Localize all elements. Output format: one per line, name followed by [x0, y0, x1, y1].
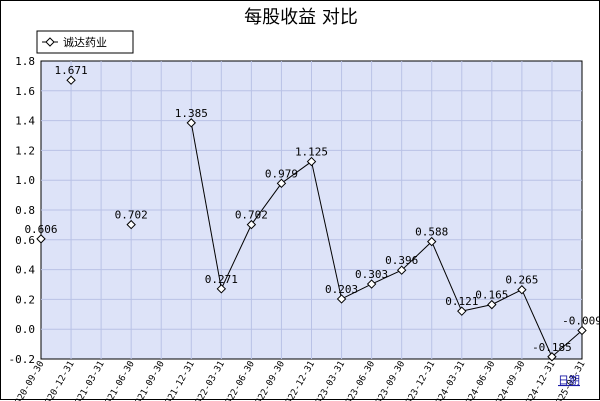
data-label: 0.271	[205, 273, 238, 286]
y-tick-label: 0.0	[15, 323, 35, 336]
x-tick-label: 2021-09-30	[131, 360, 167, 401]
x-tick-label: 2023-03-31	[311, 360, 347, 401]
data-label: 0.702	[115, 209, 148, 222]
x-tick-label: 2024-09-30	[492, 360, 528, 401]
data-label: -0.185	[532, 341, 572, 354]
data-label: 1.385	[175, 107, 208, 120]
y-tick-label: 1.8	[15, 55, 35, 68]
legend-entry-label: 诚达药业	[63, 36, 107, 49]
data-label: 0.303	[355, 268, 388, 281]
y-tick-label: 0.2	[15, 293, 35, 306]
x-tick-label: 2023-06-30	[341, 360, 377, 401]
y-tick-label: 1.4	[15, 115, 35, 128]
x-tick-label: 2024-12-31	[522, 360, 558, 401]
date-axis-link[interactable]: 日期	[558, 374, 580, 387]
y-tick-label: -0.2	[9, 353, 36, 366]
y-tick-label: 1.2	[15, 144, 35, 157]
x-tick-label: 2024-06-30	[462, 360, 498, 401]
y-tick-label: 0.4	[15, 264, 35, 277]
data-label: 1.125	[295, 146, 328, 159]
y-tick-label: 1.6	[15, 85, 35, 98]
x-tick-label: 2021-06-30	[101, 360, 137, 401]
data-label: 0.396	[385, 254, 418, 267]
data-label: 0.702	[235, 209, 268, 222]
y-tick-label: 0.8	[15, 204, 35, 217]
data-label: 0.588	[415, 226, 448, 239]
x-tick-label: 2021-03-31	[71, 360, 107, 401]
x-tick-label: 2023-09-30	[372, 360, 408, 401]
x-tick-label: 2020-12-31	[41, 360, 77, 401]
data-label: 0.121	[445, 295, 478, 308]
x-tick-label: 2022-09-30	[251, 360, 287, 401]
x-tick-label: 2022-12-31	[281, 360, 317, 401]
data-label: 0.165	[475, 289, 508, 302]
data-label: 0.606	[24, 223, 57, 236]
data-label: 0.979	[265, 167, 298, 180]
x-tick-label: 2024-03-31	[432, 360, 468, 401]
x-tick-label: 2021-12-31	[161, 360, 197, 401]
x-tick-label: 2023-12-31	[402, 360, 438, 401]
data-label: 0.203	[325, 283, 358, 296]
data-label: 1.671	[54, 64, 87, 77]
y-tick-label: 1.0	[15, 174, 35, 187]
x-tick-label: 2022-06-30	[221, 360, 257, 401]
data-label: 0.265	[505, 274, 538, 287]
legend: 诚达药业	[37, 31, 133, 53]
chart-title: 每股收益 对比	[244, 7, 358, 28]
x-tick-label: 2022-03-31	[191, 360, 227, 401]
plot-area: -0.20.00.20.40.60.81.01.21.41.61.82020-0…	[9, 55, 600, 401]
data-label: -0.009	[562, 315, 600, 328]
